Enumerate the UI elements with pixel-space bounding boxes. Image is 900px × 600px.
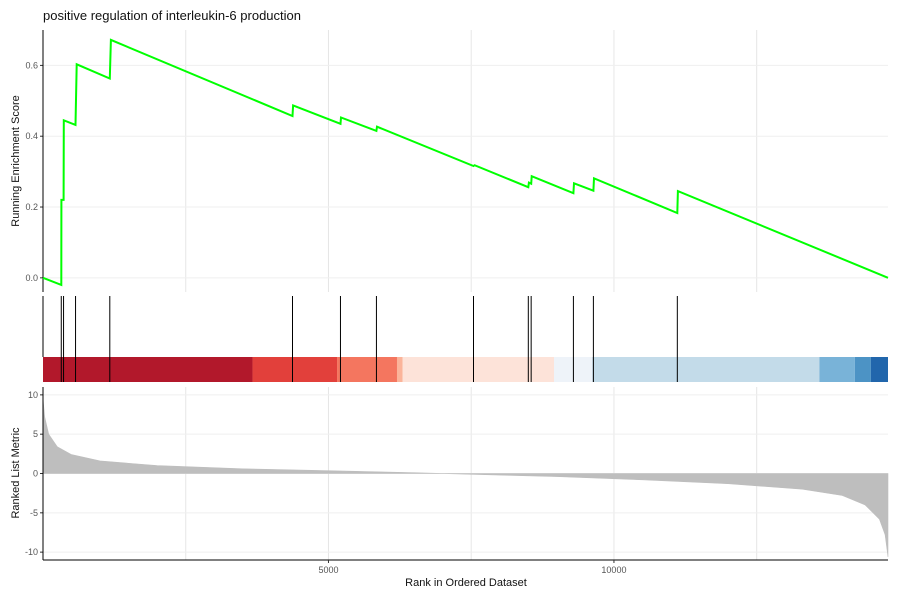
ranked-metric-panel: 10 5 0 -5 -10 5000 10000 [25, 387, 889, 575]
y-tick-label: 0.6 [25, 60, 38, 70]
enrichment-score-panel: 0.0 0.2 0.4 0.6 [25, 30, 889, 292]
color-band-segment [252, 357, 338, 382]
y-axis-label-enrichment: Running Enrichment Score [10, 95, 22, 226]
y-axis-label-ranked-metric: Ranked List Metric [10, 427, 22, 519]
color-band-segment [592, 357, 820, 382]
y-tick-label: 10 [28, 390, 38, 400]
y-tick-label: -5 [30, 508, 38, 518]
y-tick-label: 0.2 [25, 202, 38, 212]
hits-panel [42, 296, 888, 382]
color-band-segment [43, 357, 253, 382]
color-band-segment [819, 357, 855, 382]
chart-title: positive regulation of interleukin-6 pro… [43, 8, 301, 23]
x-tick-label: 5000 [318, 565, 338, 575]
color-band-segment [337, 357, 397, 382]
ranked-metric-area [42, 398, 889, 557]
color-band-segment [854, 357, 871, 382]
enrichment-score-line [42, 38, 889, 287]
x-tick-label: 10000 [601, 565, 626, 575]
color-band-segment [396, 357, 403, 382]
x-axis-label: Rank in Ordered Dataset [405, 577, 527, 589]
y-tick-label: 0.0 [25, 273, 38, 283]
color-band-segment [870, 357, 888, 382]
y-tick-label: 5 [33, 429, 38, 439]
y-tick-label: -10 [25, 547, 38, 557]
y-tick-label: 0 [33, 469, 38, 479]
y-tick-label: 0.4 [25, 131, 38, 141]
